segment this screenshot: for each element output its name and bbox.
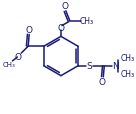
Text: CH₃: CH₃: [79, 17, 94, 26]
Text: O: O: [26, 26, 33, 35]
Text: O: O: [61, 2, 68, 11]
Text: CH₃: CH₃: [2, 61, 15, 67]
Text: O: O: [57, 24, 64, 33]
Text: O: O: [15, 52, 22, 61]
Text: CH₃: CH₃: [121, 70, 135, 79]
Text: N: N: [112, 62, 119, 71]
Text: CH₃: CH₃: [121, 54, 135, 63]
Text: O: O: [98, 77, 105, 86]
Text: S: S: [87, 62, 93, 71]
